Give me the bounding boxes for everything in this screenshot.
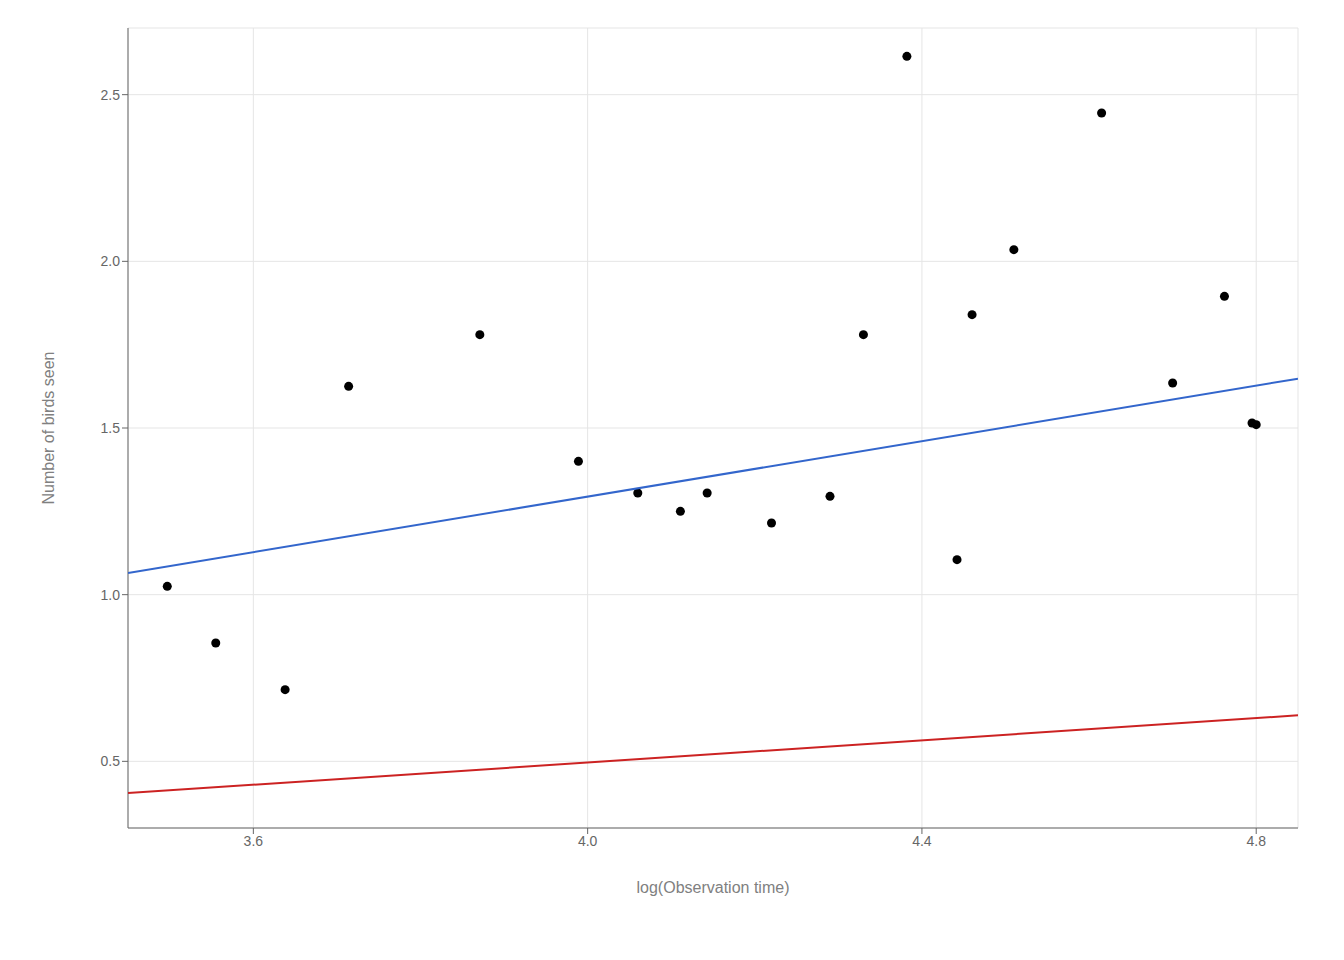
svg-text:2.5: 2.5 (101, 87, 121, 103)
svg-text:4.4: 4.4 (912, 833, 932, 849)
svg-text:2.0: 2.0 (101, 253, 121, 269)
svg-text:0.5: 0.5 (101, 753, 121, 769)
svg-text:4.0: 4.0 (578, 833, 598, 849)
svg-text:4.8: 4.8 (1246, 833, 1266, 849)
svg-text:1.0: 1.0 (101, 587, 121, 603)
svg-text:Number of birds seen: Number of birds seen (40, 352, 57, 505)
svg-text:1.5: 1.5 (101, 420, 121, 436)
svg-text:3.6: 3.6 (244, 833, 264, 849)
svg-text:log(Observation time): log(Observation time) (637, 879, 790, 896)
